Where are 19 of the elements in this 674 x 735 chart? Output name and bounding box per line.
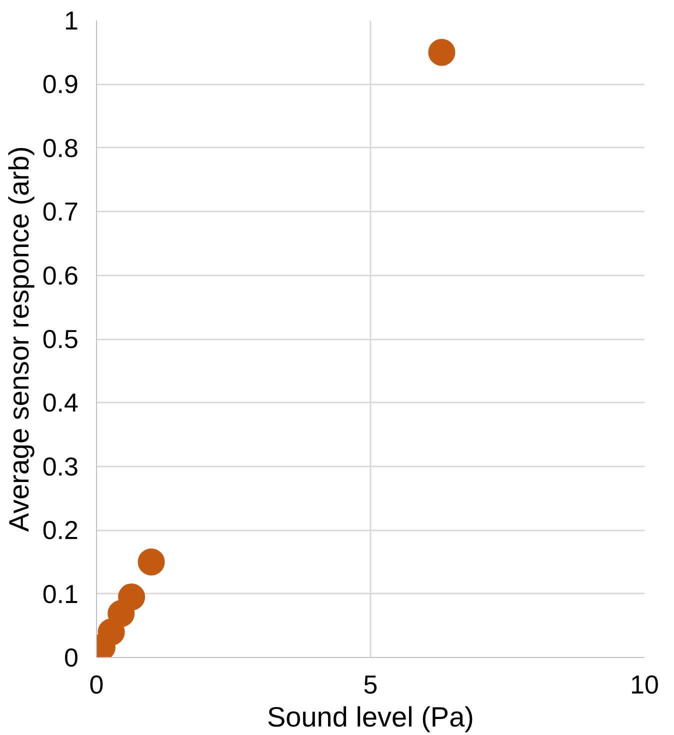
y-axis-title: Average sensor responce (arb): [3, 146, 34, 532]
y-tick-label: 0.2: [42, 515, 79, 546]
x-tick-label: 10: [630, 670, 659, 700]
y-tick-label: 0: [64, 642, 79, 672]
y-tick-label: 0.3: [42, 451, 79, 482]
x-axis-title: Sound level (Pa): [266, 702, 474, 732]
point: [428, 38, 456, 66]
y-tick-label: 0.4: [42, 388, 79, 418]
y-tick-label: 0.7: [42, 196, 79, 227]
y-tick-label: 0.1: [42, 578, 79, 609]
x-tick-label: 0: [89, 670, 104, 700]
y-tick-label: 0.8: [42, 132, 79, 163]
point: [138, 548, 165, 576]
y-tick-label: 0.5: [42, 324, 79, 354]
y-tick-label: 1: [64, 6, 79, 36]
y-tick-label: 0.9: [42, 69, 79, 100]
x-tick-label: 5: [363, 670, 378, 700]
point: [118, 584, 146, 610]
y-tick-label: 0.6: [42, 260, 79, 290]
